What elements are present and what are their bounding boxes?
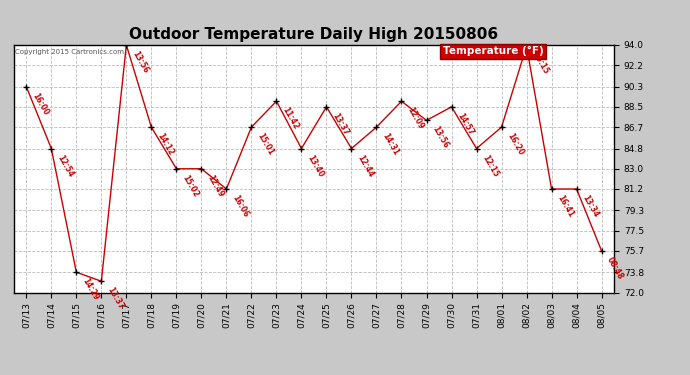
Text: 16:20: 16:20	[505, 132, 525, 157]
Text: 16:00: 16:00	[30, 91, 50, 117]
Text: 11:42: 11:42	[280, 106, 300, 131]
Text: 12:09: 12:09	[405, 106, 425, 131]
Text: 15:02: 15:02	[180, 173, 200, 198]
Text: 14:12: 14:12	[155, 132, 175, 157]
Text: 15:15: 15:15	[531, 51, 550, 76]
Text: 14:57: 14:57	[455, 111, 475, 137]
Text: 12:54: 12:54	[55, 153, 75, 178]
Text: Copyright 2015 Cartronics.com: Copyright 2015 Cartronics.com	[15, 49, 124, 55]
Text: 14:31: 14:31	[380, 132, 400, 157]
Title: Outdoor Temperature Daily High 20150806: Outdoor Temperature Daily High 20150806	[130, 27, 498, 42]
Text: 13:37: 13:37	[105, 286, 125, 311]
Text: 13:40: 13:40	[305, 153, 325, 178]
Text: 12:49: 12:49	[205, 173, 225, 199]
Text: 16:41: 16:41	[555, 194, 575, 219]
Text: 12:15: 12:15	[480, 153, 500, 178]
Text: 13:37: 13:37	[331, 111, 350, 137]
Text: 13:34: 13:34	[580, 194, 600, 219]
Text: 12:44: 12:44	[355, 153, 375, 178]
Text: Temperature (°F): Temperature (°F)	[443, 46, 544, 56]
Text: 14:29: 14:29	[80, 277, 100, 302]
Text: 15:01: 15:01	[255, 132, 275, 157]
Text: 13:56: 13:56	[130, 50, 150, 75]
Text: 16:06: 16:06	[230, 194, 250, 219]
Text: 08:48: 08:48	[605, 255, 625, 281]
Text: 13:56: 13:56	[431, 125, 450, 150]
